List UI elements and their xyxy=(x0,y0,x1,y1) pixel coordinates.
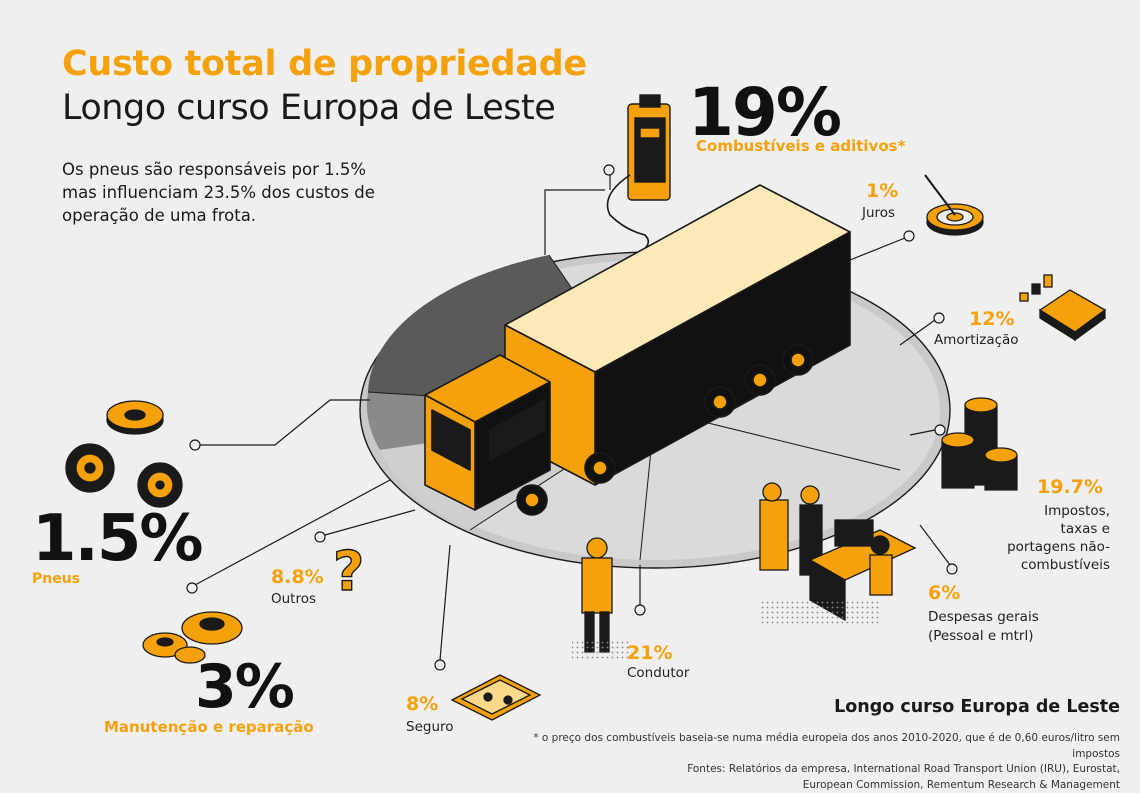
gears-icon xyxy=(142,611,243,664)
footnote-sources-line2: European Commission, Rementum Research &… xyxy=(802,778,1120,791)
depreciation-label: Amortização xyxy=(934,332,1019,348)
question-mark-icon: ? xyxy=(332,539,365,603)
footer-title: Longo curso Europa de Leste xyxy=(834,697,1120,717)
taxes-pct: 19.7% xyxy=(1037,476,1103,498)
insurance-pct: 8% xyxy=(406,693,439,715)
footnote: * o preço dos combustíveis baseia-se num… xyxy=(500,731,1120,793)
other-label: Outros xyxy=(271,591,317,607)
leader-lines xyxy=(186,164,958,671)
overhead-label: Despesas gerais (Pessoal e mtrl) xyxy=(928,608,1039,646)
other-pct: 8.8% xyxy=(271,566,324,588)
svg-text:?: ? xyxy=(333,540,364,603)
office-workers-illustration xyxy=(759,482,917,625)
taxes-label: Impostos, taxas e portagens não- combust… xyxy=(1007,502,1110,574)
taxes-label-line3: portagens não- xyxy=(1007,539,1110,555)
truck-illustration xyxy=(424,184,851,516)
fuel-pump-icon xyxy=(606,94,671,256)
overhead-label-line1: Despesas gerais xyxy=(928,609,1039,625)
overhead-label-line2: (Pessoal e mtrl) xyxy=(928,628,1034,644)
page-subtitle: Longo curso Europa de Leste xyxy=(62,88,556,128)
interest-label: Juros xyxy=(862,205,896,221)
page-title: Custo total de propriedade xyxy=(62,44,587,84)
fuel-pct: 19% xyxy=(688,74,842,151)
intro-text: Os pneus são responsáveis por 1.5% mas i… xyxy=(62,160,375,225)
insurance-label: Seguro xyxy=(406,719,454,735)
tyres-pct: 1.5% xyxy=(32,502,203,576)
fuel-label: Combustíveis e aditivos* xyxy=(696,137,906,155)
footnote-fuel: * o preço dos combustíveis baseia-se num… xyxy=(533,732,1120,760)
taxes-label-line4: combustíveis xyxy=(1020,557,1110,573)
calculator-icon xyxy=(1019,274,1107,342)
taxes-label-line2: taxas e xyxy=(1060,521,1110,537)
taxes-label-line1: Impostos, xyxy=(1044,503,1110,519)
tyres-label: Pneus xyxy=(32,571,81,587)
maintenance-label: Manutenção e reparação xyxy=(104,718,314,736)
footnote-sources-line1: Fontes: Relatórios da empresa, Internati… xyxy=(687,763,1120,775)
driver-label: Condutor xyxy=(627,665,690,681)
tyres-icon xyxy=(65,400,183,508)
coin-stacks-icon xyxy=(941,397,1018,491)
target-icon xyxy=(924,174,984,236)
insurance-document-icon xyxy=(450,674,542,721)
overhead-pct: 6% xyxy=(928,582,961,604)
maintenance-pct: 3% xyxy=(195,652,295,722)
depreciation-pct: 12% xyxy=(969,308,1015,330)
interest-pct: 1% xyxy=(866,180,899,202)
driver-pct: 21% xyxy=(627,642,673,664)
driver-figure xyxy=(572,537,632,660)
